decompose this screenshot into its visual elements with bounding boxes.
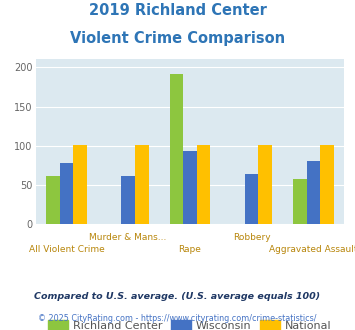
Bar xyxy=(183,151,197,224)
Bar xyxy=(73,145,87,224)
Bar xyxy=(121,177,135,224)
Bar xyxy=(258,145,272,224)
Text: Aggravated Assault: Aggravated Assault xyxy=(269,245,355,254)
Text: Rape: Rape xyxy=(179,245,201,254)
Legend: Richland Center, Wisconsin, National: Richland Center, Wisconsin, National xyxy=(44,316,336,330)
Bar xyxy=(293,179,307,224)
Text: All Violent Crime: All Violent Crime xyxy=(28,245,104,254)
Bar xyxy=(135,145,148,224)
Text: © 2025 CityRating.com - https://www.cityrating.com/crime-statistics/: © 2025 CityRating.com - https://www.city… xyxy=(38,314,317,323)
Bar xyxy=(197,145,210,224)
Text: Compared to U.S. average. (U.S. average equals 100): Compared to U.S. average. (U.S. average … xyxy=(34,292,321,301)
Bar xyxy=(307,161,320,224)
Bar xyxy=(60,163,73,224)
Text: Robbery: Robbery xyxy=(233,233,271,242)
Bar xyxy=(245,174,258,224)
Bar xyxy=(320,145,334,224)
Text: Violent Crime Comparison: Violent Crime Comparison xyxy=(70,31,285,46)
Bar xyxy=(170,74,183,224)
Bar xyxy=(46,176,60,224)
Text: 2019 Richland Center: 2019 Richland Center xyxy=(88,3,267,18)
Text: Murder & Mans...: Murder & Mans... xyxy=(89,233,167,242)
